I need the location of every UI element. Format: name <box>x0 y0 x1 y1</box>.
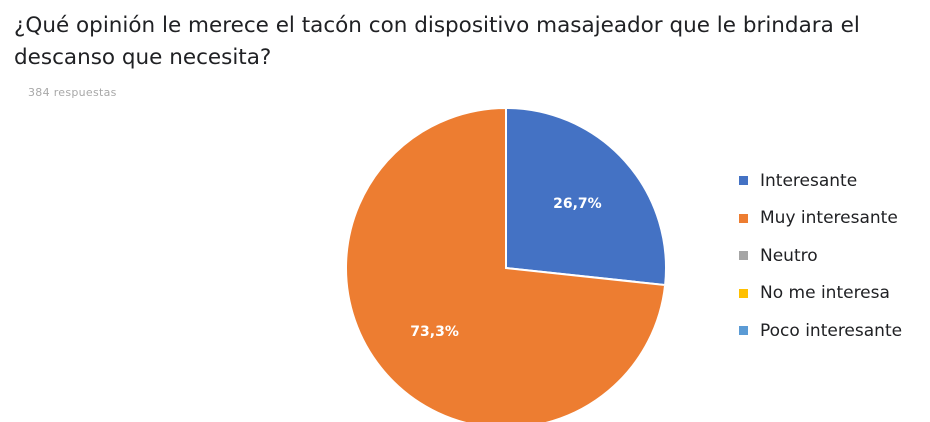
legend-swatch <box>739 251 748 261</box>
pie-slices <box>345 106 667 422</box>
legend-label: Neutro <box>760 245 818 266</box>
legend-swatch <box>739 176 748 186</box>
response-count: 384 respuestas <box>28 86 117 99</box>
pie-data-label: 26,7% <box>553 196 602 212</box>
legend-item: Muy interesante <box>739 200 902 238</box>
legend-swatch <box>739 326 748 336</box>
pie-data-label: 73,3% <box>410 324 459 340</box>
pie-slice-interesante <box>505 106 667 287</box>
legend-label: Interesante <box>760 170 858 191</box>
legend-swatch <box>739 213 748 223</box>
legend-swatch <box>739 288 748 298</box>
legend-item: Neutro <box>739 237 902 275</box>
legend-label: No me interesa <box>760 283 890 304</box>
legend-item: Poco interesante <box>739 312 902 350</box>
pie-slice-muy-interesante <box>345 106 667 422</box>
question-title: ¿Qué opinión le merece el tacón con disp… <box>14 13 860 70</box>
legend-label: Poco interesante <box>760 320 903 341</box>
chart-legend: Interesante Muy interesante Neutro No me in… <box>739 162 902 350</box>
legend-item: Interesante <box>739 162 902 200</box>
pie-labels: 26,7% 73,3% <box>410 196 601 340</box>
legend-item: No me interesa <box>739 275 902 313</box>
legend-label: Muy interesante <box>760 208 898 229</box>
